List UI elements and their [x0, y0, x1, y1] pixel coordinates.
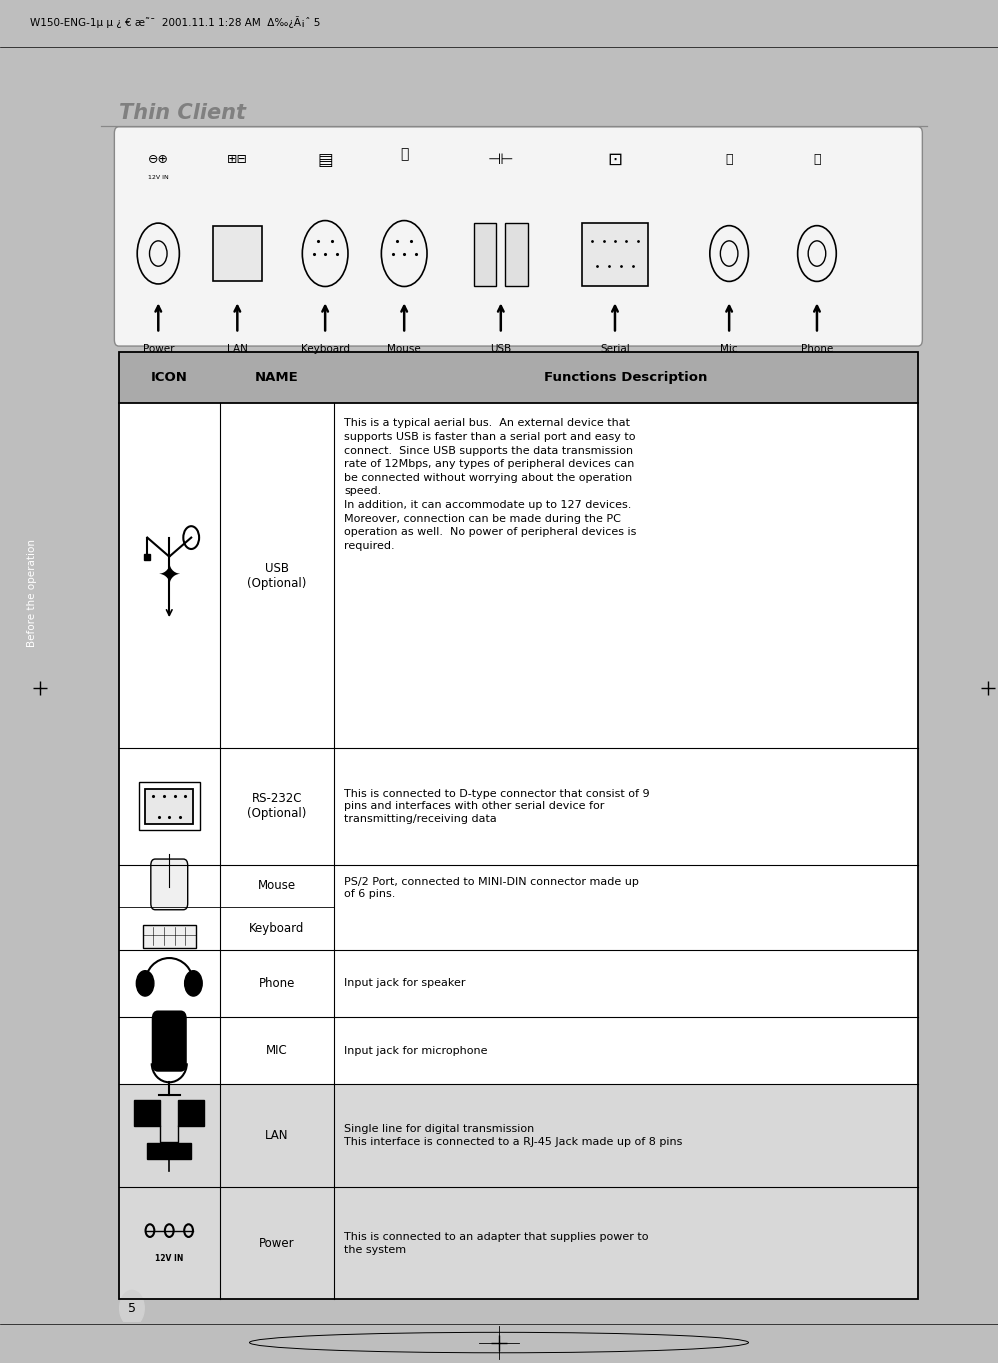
FancyBboxPatch shape — [151, 859, 188, 909]
Bar — [119, 1187, 918, 1299]
Bar — [505, 224, 528, 286]
Bar — [178, 1100, 205, 1126]
Text: 🎧: 🎧 — [813, 153, 820, 166]
Text: This is connected to D-type connector that consist of 9
pins and interfaces with: This is connected to D-type connector th… — [344, 789, 650, 825]
Text: ICON: ICON — [151, 371, 188, 384]
Bar — [119, 1084, 918, 1187]
Text: 5: 5 — [128, 1302, 136, 1315]
Text: USB: USB — [490, 343, 511, 353]
Bar — [119, 1017, 918, 1084]
Text: LAN: LAN — [265, 1129, 288, 1142]
FancyBboxPatch shape — [115, 127, 922, 346]
Bar — [148, 1144, 192, 1159]
Text: ⊞⊟: ⊞⊟ — [227, 153, 248, 166]
Bar — [119, 864, 918, 950]
Text: RS-232C
(Optional): RS-232C (Optional) — [248, 792, 306, 821]
Text: W150-ENG-1μ μ ¿ € æ˜¯  2001.11.1 1:28 AM  Δ‰¿Ã¡ˆ 5: W150-ENG-1μ μ ¿ € æ˜¯ 2001.11.1 1:28 AM … — [30, 16, 320, 29]
Text: Power: Power — [143, 343, 174, 353]
Text: Mouse: Mouse — [257, 879, 296, 893]
Text: 12V IN: 12V IN — [148, 174, 169, 180]
Bar — [119, 403, 918, 748]
Text: Power: Power — [259, 1236, 294, 1250]
Text: This is connected to an adapter that supplies power to
the system: This is connected to an adapter that sup… — [344, 1232, 649, 1255]
Text: Single line for digital transmission
This interface is connected to a RJ-45 Jack: Single line for digital transmission Thi… — [344, 1124, 683, 1148]
Text: Keyboard: Keyboard — [300, 343, 349, 353]
Text: Input jack for speaker: Input jack for speaker — [344, 979, 466, 988]
Text: Serial: Serial — [600, 343, 630, 353]
Text: ⊡: ⊡ — [608, 151, 623, 169]
Bar — [119, 353, 918, 403]
Text: 🎤: 🎤 — [726, 153, 733, 166]
Text: Input jack for microphone: Input jack for microphone — [344, 1045, 488, 1055]
Text: Functions Description: Functions Description — [544, 371, 708, 384]
Text: ⊣⊢: ⊣⊢ — [488, 153, 514, 168]
Circle shape — [120, 1291, 145, 1326]
Circle shape — [185, 970, 203, 996]
Bar — [119, 950, 918, 1017]
Bar — [582, 224, 649, 286]
Text: Before the operation: Before the operation — [27, 538, 38, 647]
Bar — [119, 353, 918, 1299]
Bar — [119, 748, 918, 864]
Text: ▤: ▤ — [317, 151, 333, 169]
Text: Phone: Phone — [800, 343, 833, 353]
Circle shape — [137, 970, 154, 996]
Bar — [139, 782, 200, 830]
Bar — [134, 1100, 161, 1126]
FancyBboxPatch shape — [153, 1011, 186, 1071]
Text: PS/2 Port, connected to MINI-DIN connector made up
of 6 pins.: PS/2 Port, connected to MINI-DIN connect… — [344, 878, 640, 898]
Text: Mic: Mic — [721, 343, 738, 353]
Text: Thin Client: Thin Client — [119, 102, 246, 123]
Text: ✦: ✦ — [158, 562, 181, 590]
Text: 🖱: 🖱 — [400, 147, 408, 162]
Bar — [213, 226, 261, 281]
Text: LAN: LAN — [227, 343, 248, 353]
Bar — [143, 925, 196, 947]
Text: Phone: Phone — [258, 977, 295, 990]
Text: USB
(Optional): USB (Optional) — [248, 562, 306, 590]
Text: 12V IN: 12V IN — [155, 1254, 184, 1264]
Text: Keyboard: Keyboard — [250, 921, 304, 935]
Text: Mouse: Mouse — [387, 343, 421, 353]
Text: This is a typical aerial bus.  An external device that
supports USB is faster th: This is a typical aerial bus. An externa… — [344, 418, 637, 551]
Bar — [474, 224, 496, 286]
Text: ⊖⊕: ⊖⊕ — [148, 153, 169, 166]
Bar — [145, 789, 194, 825]
Text: NAME: NAME — [254, 371, 298, 384]
Text: MIC: MIC — [266, 1044, 287, 1058]
